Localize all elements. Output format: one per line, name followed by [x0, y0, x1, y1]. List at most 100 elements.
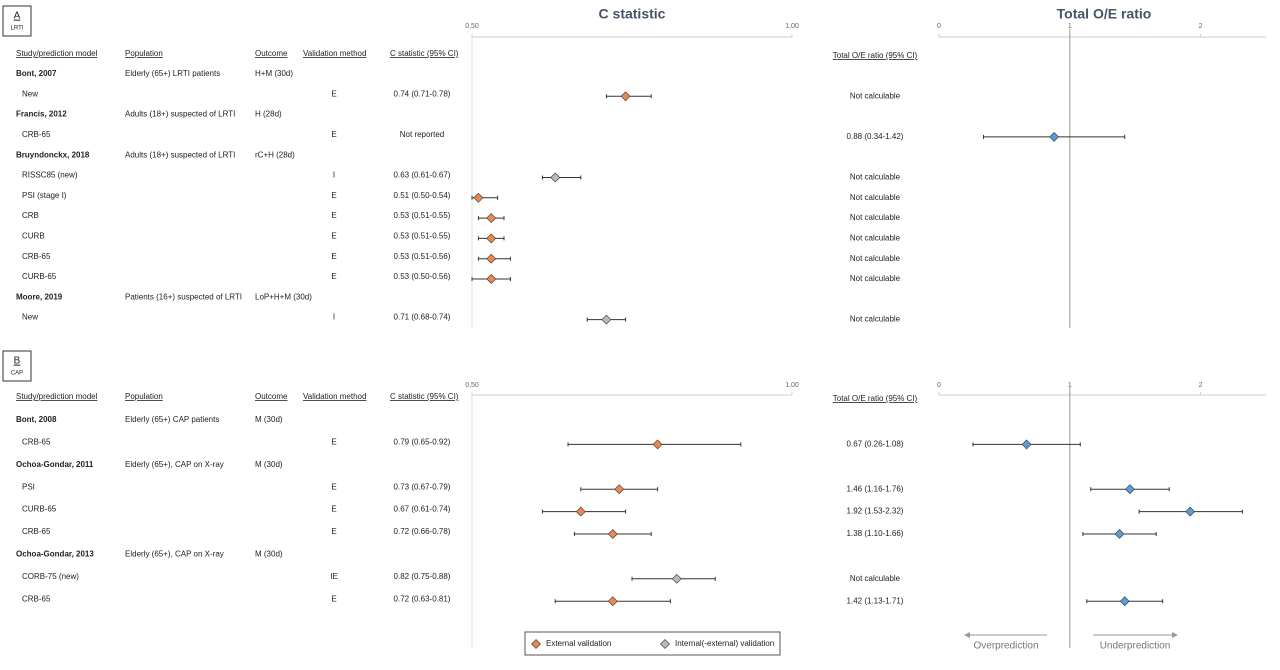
outcome: M (30d)	[255, 460, 283, 469]
oe-marker	[1119, 596, 1130, 607]
oe-title: Total O/E ratio	[1057, 6, 1152, 22]
model-name: PSI	[22, 482, 35, 491]
population: Elderly (65+), CAP on X-ray	[125, 550, 224, 559]
c-tick-label: 1,00	[785, 382, 799, 389]
oe-label: Not calculable	[850, 315, 901, 324]
oe-label: 1.46 (1.16-1.76)	[847, 484, 904, 493]
legend-label: Internal(-external) validation	[675, 639, 774, 648]
validation: IE	[330, 572, 338, 581]
model-name: RISSC85 (new)	[22, 171, 78, 180]
validation: E	[331, 438, 336, 447]
column-header: Population	[125, 392, 163, 401]
c-statistic-label: 0.51 (0.50-0.54)	[394, 191, 451, 200]
outcome: H+M (30d)	[255, 69, 293, 78]
legend-marker	[531, 639, 541, 649]
c-marker	[550, 172, 561, 183]
model-name: CRB-65	[22, 438, 51, 447]
model-name: CURB-65	[22, 505, 57, 514]
column-header: C statistic (95% CI)	[390, 49, 459, 58]
model-name: CORB-75 (new)	[22, 572, 79, 581]
oe-tick-label: 1	[1068, 382, 1072, 389]
model-name: PSI (stage I)	[22, 191, 67, 200]
c-statistic-label: 0.67 (0.61-0.74)	[394, 505, 451, 514]
c-marker	[614, 484, 625, 495]
oe-label: 1.92 (1.53-2.32)	[847, 507, 904, 516]
oe-marker	[1185, 506, 1196, 517]
validation: I	[333, 313, 335, 322]
c-marker	[486, 233, 497, 244]
outcome: LoP+H+M (30d)	[255, 292, 312, 301]
column-header: C statistic (95% CI)	[390, 392, 459, 401]
c-statistic-label: 0.79 (0.65-0.92)	[394, 438, 451, 447]
model-name: CURB	[22, 232, 45, 241]
c-statistic-label: Not reported	[400, 130, 444, 139]
validation: E	[331, 211, 336, 220]
oe-label: Not calculable	[850, 254, 901, 263]
oe-label: Not calculable	[850, 91, 901, 100]
study-name: Francis, 2012	[16, 110, 67, 119]
c-statistic-label: 0.63 (0.61-0.67)	[394, 171, 451, 180]
validation: E	[331, 482, 336, 491]
population: Elderly (65+), CAP on X-ray	[125, 460, 224, 469]
population: Elderly (65+) CAP patients	[125, 415, 219, 424]
study-name: Moore, 2019	[16, 292, 63, 301]
c-statistic-label: 0.53 (0.51-0.55)	[394, 232, 451, 241]
c-tick-label: 1,00	[785, 23, 799, 30]
panel-box	[2, 5, 32, 37]
column-header: Study/prediction model	[16, 49, 98, 58]
c-marker	[486, 274, 497, 284]
population: Adults (18+) suspected of LRTI	[125, 110, 235, 119]
oe-label: Not calculable	[850, 213, 901, 222]
c-marker	[671, 573, 682, 584]
panel-subtitle: LRTI	[11, 26, 24, 32]
c-marker	[486, 213, 497, 224]
validation: I	[333, 171, 335, 180]
validation: E	[331, 527, 336, 536]
annotation: Overprediction	[973, 641, 1038, 652]
c-statistic-label: 0.71 (0.68-0.74)	[394, 313, 451, 322]
oe-marker	[1021, 439, 1032, 450]
oe-tick-label: 1	[1068, 23, 1072, 30]
study-name: Bont, 2007	[16, 69, 57, 78]
column-header: Validation method	[303, 392, 366, 401]
oe-tick-label: 0	[937, 382, 941, 389]
outcome: H (28d)	[255, 110, 282, 119]
study-name: Ochoa-Gondar, 2011	[16, 460, 94, 469]
validation: E	[331, 191, 336, 200]
validation: E	[331, 89, 336, 98]
oe-marker	[1125, 484, 1135, 495]
c-statistic-label: 0.73 (0.67-0.79)	[394, 482, 451, 491]
legend-label: External validation	[546, 639, 611, 648]
oe-label: Not calculable	[850, 274, 901, 283]
validation: E	[331, 594, 336, 603]
model-name: New	[22, 89, 38, 98]
oe-label: 1.38 (1.10-1.66)	[847, 529, 904, 538]
oe-header: Total O/E ratio (95% CI)	[833, 51, 918, 60]
c-statistic-label: 0.72 (0.63-0.81)	[394, 594, 451, 603]
model-name: CRB-65	[22, 594, 51, 603]
c-title: C statistic	[599, 6, 666, 22]
outcome: M (30d)	[255, 550, 283, 559]
validation: E	[331, 232, 336, 241]
c-marker	[607, 596, 618, 607]
oe-marker	[1114, 529, 1125, 539]
panel-label: A	[14, 11, 21, 22]
population: Adults (18+) suspected of LRTI	[125, 150, 235, 159]
oe-label: Not calculable	[850, 574, 901, 583]
column-header: Validation method	[303, 49, 366, 58]
oe-tick-label: 2	[1199, 23, 1203, 30]
oe-label: Not calculable	[850, 193, 901, 202]
population: Patients (16+) suspected of LRTI	[125, 292, 242, 301]
c-marker	[601, 314, 612, 325]
model-name: CRB	[22, 211, 39, 220]
oe-label: Not calculable	[850, 234, 901, 243]
c-marker	[473, 192, 484, 203]
model-name: CRB-65	[22, 252, 51, 261]
panel-box	[2, 350, 32, 382]
study-name: Bont, 2008	[16, 415, 57, 424]
c-statistic-label: 0.53 (0.51-0.55)	[394, 211, 451, 220]
study-name: Ochoa-Gondar, 2013	[16, 550, 94, 559]
study-name: Bruyndonckx, 2018	[16, 150, 90, 159]
c-marker	[486, 253, 497, 264]
